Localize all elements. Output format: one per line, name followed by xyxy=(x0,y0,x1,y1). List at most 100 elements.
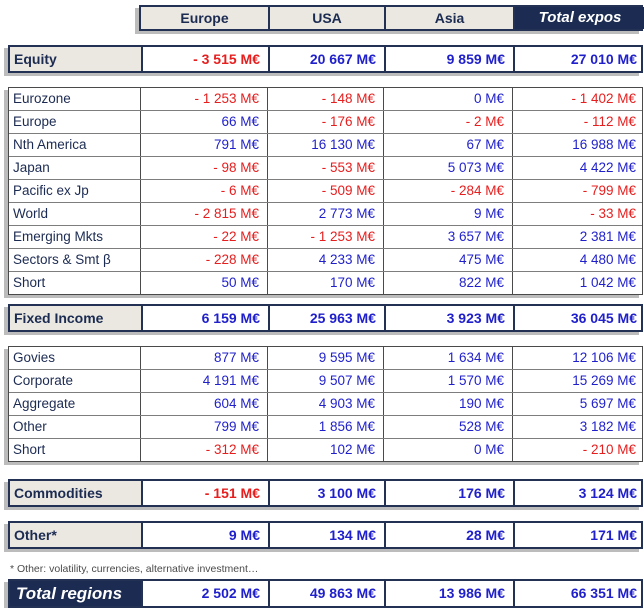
value-total-expos: - 1 402 M€ xyxy=(512,88,644,110)
row-label: Total regions xyxy=(10,581,141,606)
value-europe: - 151 M€ xyxy=(141,481,268,505)
value-usa: 25 963 M€ xyxy=(268,306,384,330)
value-europe: 877 M€ xyxy=(140,347,267,369)
block-commodities: Commodities - 151 M€ 3 100 M€ 176 M€ 3 124 M… xyxy=(8,479,643,507)
value-europe: 66 M€ xyxy=(140,111,267,133)
value-europe: - 1 253 M€ xyxy=(140,88,267,110)
row-label: Other* xyxy=(10,523,141,547)
value-asia: - 284 M€ xyxy=(383,180,512,202)
value-asia: 822 M€ xyxy=(383,272,512,294)
value-total-expos: 3 182 M€ xyxy=(512,416,644,438)
value-europe: - 2 815 M€ xyxy=(140,203,267,225)
value-total-expos: 1 042 M€ xyxy=(512,272,644,294)
value-asia: 1 570 M€ xyxy=(383,370,512,392)
value-europe: 9 M€ xyxy=(141,523,268,547)
value-europe: 2 502 M€ xyxy=(141,581,268,606)
block-fixed-income-detail: Govies 877 M€ 9 595 M€ 1 634 M€ 12 106 M€ Cor… xyxy=(8,346,643,462)
total-block-wrap: Total regions 2 502 M€ 49 863 M€ 13 986 M€ 6… xyxy=(8,579,643,608)
row-label: Equity xyxy=(10,47,141,71)
value-asia: 190 M€ xyxy=(383,393,512,415)
value-total-expos: - 33 M€ xyxy=(512,203,644,225)
value-europe: 791 M€ xyxy=(140,134,267,156)
row-label: Europe xyxy=(13,114,57,129)
row-label: Pacific ex Jp xyxy=(13,183,89,198)
value-usa: 4 233 M€ xyxy=(267,249,383,271)
value-europe: 604 M€ xyxy=(140,393,267,415)
value-total-expos: - 210 M€ xyxy=(512,439,644,461)
row-label: World xyxy=(13,206,49,221)
table-row-pacific-ex-jp: Pacific ex Jp - 6 M€ - 509 M€ - 284 M€ - 799… xyxy=(9,179,642,202)
value-asia: 0 M€ xyxy=(383,439,512,461)
value-total-expos: 4 480 M€ xyxy=(512,249,644,271)
value-total-expos: 36 045 M€ xyxy=(513,306,644,330)
value-asia: 0 M€ xyxy=(383,88,512,110)
value-usa: 49 863 M€ xyxy=(268,581,384,606)
value-total-expos: - 799 M€ xyxy=(512,180,644,202)
value-europe: - 6 M€ xyxy=(140,180,267,202)
row-label: Nth America xyxy=(13,137,87,152)
main-blocks: Equity - 3 515 M€ 20 667 M€ 9 859 M€ 27 010 … xyxy=(8,45,643,549)
value-asia: 3 657 M€ xyxy=(383,226,512,248)
value-usa: 170 M€ xyxy=(267,272,383,294)
column-header-europe: Europe xyxy=(141,7,268,29)
block-total-regions: Total regions 2 502 M€ 49 863 M€ 13 986 M€ 6… xyxy=(8,579,643,608)
value-total-expos: 4 422 M€ xyxy=(512,157,644,179)
column-header-usa: USA xyxy=(268,7,384,29)
table-row-equity: Equity - 3 515 M€ 20 667 M€ 9 859 M€ 27 010 … xyxy=(10,47,641,71)
value-usa: 16 130 M€ xyxy=(267,134,383,156)
value-asia: - 2 M€ xyxy=(383,111,512,133)
row-label: Emerging Mkts xyxy=(13,229,104,244)
value-usa: 3 100 M€ xyxy=(268,481,384,505)
table-row-eurozone: Eurozone - 1 253 M€ - 148 M€ 0 M€ - 1 402 M€ xyxy=(9,88,642,110)
value-asia: 9 859 M€ xyxy=(384,47,513,71)
value-europe: 6 159 M€ xyxy=(141,306,268,330)
value-total-expos: 2 381 M€ xyxy=(512,226,644,248)
value-usa: 9 595 M€ xyxy=(267,347,383,369)
block-equity: Equity - 3 515 M€ 20 667 M€ 9 859 M€ 27 010 … xyxy=(8,45,643,73)
value-total-expos: - 112 M€ xyxy=(512,111,644,133)
value-asia: 13 986 M€ xyxy=(384,581,513,606)
value-europe: - 22 M€ xyxy=(140,226,267,248)
table-row-total-regions: Total regions 2 502 M€ 49 863 M€ 13 986 M€ 6… xyxy=(10,581,641,606)
value-asia: 1 634 M€ xyxy=(383,347,512,369)
value-europe: - 98 M€ xyxy=(140,157,267,179)
value-usa: - 176 M€ xyxy=(267,111,383,133)
row-label: Corporate xyxy=(13,373,74,388)
table-row-commodities: Commodities - 151 M€ 3 100 M€ 176 M€ 3 124 M… xyxy=(10,481,641,505)
table-row-world: World - 2 815 M€ 2 773 M€ 9 M€ - 33 M€ xyxy=(9,202,642,225)
value-total-expos: 171 M€ xyxy=(513,523,644,547)
value-usa: 9 507 M€ xyxy=(267,370,383,392)
value-europe: 4 191 M€ xyxy=(140,370,267,392)
value-europe: - 3 515 M€ xyxy=(141,47,268,71)
value-asia: 9 M€ xyxy=(383,203,512,225)
value-total-expos: 27 010 M€ xyxy=(513,47,644,71)
table-row-japan: Japan - 98 M€ - 553 M€ 5 073 M€ 4 422 M€ xyxy=(9,156,642,179)
value-europe: 799 M€ xyxy=(140,416,267,438)
value-total-expos: 12 106 M€ xyxy=(512,347,644,369)
row-label: Short xyxy=(13,442,46,457)
table-row-europe: Europe 66 M€ - 176 M€ - 2 M€ - 112 M€ xyxy=(9,110,642,133)
value-asia: 528 M€ xyxy=(383,416,512,438)
block-equity-detail: Eurozone - 1 253 M€ - 148 M€ 0 M€ - 1 402 M€… xyxy=(8,87,643,295)
row-label: Eurozone xyxy=(13,91,71,106)
value-total-expos: 5 697 M€ xyxy=(512,393,644,415)
value-total-expos: 66 351 M€ xyxy=(513,581,644,606)
table-row-other: Other* 9 M€ 134 M€ 28 M€ 171 M€ xyxy=(10,523,641,547)
table-row-corporate: Corporate 4 191 M€ 9 507 M€ 1 570 M€ 15 269 … xyxy=(9,369,642,392)
value-usa: 2 773 M€ xyxy=(267,203,383,225)
value-total-expos: 3 124 M€ xyxy=(513,481,644,505)
value-europe: - 228 M€ xyxy=(140,249,267,271)
table-row-govies: Govies 877 M€ 9 595 M€ 1 634 M€ 12 106 M€ xyxy=(9,347,642,369)
value-europe: - 312 M€ xyxy=(140,439,267,461)
row-label: Govies xyxy=(13,350,56,365)
value-usa: - 1 253 M€ xyxy=(267,226,383,248)
row-label: Japan xyxy=(13,160,50,175)
value-asia: 67 M€ xyxy=(383,134,512,156)
column-header-total-expos: Total expos xyxy=(513,7,644,29)
value-usa: 102 M€ xyxy=(267,439,383,461)
value-usa: - 509 M€ xyxy=(267,180,383,202)
value-usa: 134 M€ xyxy=(268,523,384,547)
column-header-row: Europe USA Asia Total expos xyxy=(139,5,644,31)
block-other: Other* 9 M€ 134 M€ 28 M€ 171 M€ xyxy=(8,521,643,549)
